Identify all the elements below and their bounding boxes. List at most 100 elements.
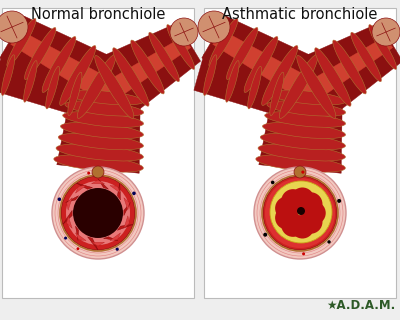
Ellipse shape bbox=[63, 112, 144, 127]
Circle shape bbox=[263, 233, 267, 237]
Circle shape bbox=[58, 197, 61, 201]
Circle shape bbox=[299, 192, 322, 216]
Circle shape bbox=[0, 11, 28, 43]
Circle shape bbox=[66, 181, 130, 245]
Polygon shape bbox=[76, 226, 78, 241]
Ellipse shape bbox=[67, 90, 144, 105]
Polygon shape bbox=[202, 16, 326, 122]
Ellipse shape bbox=[24, 28, 56, 79]
Circle shape bbox=[275, 206, 299, 229]
Circle shape bbox=[275, 196, 299, 220]
Polygon shape bbox=[124, 203, 130, 216]
Ellipse shape bbox=[131, 40, 164, 94]
Polygon shape bbox=[86, 91, 124, 171]
Polygon shape bbox=[0, 54, 92, 117]
Polygon shape bbox=[104, 36, 191, 101]
Circle shape bbox=[64, 236, 67, 240]
Ellipse shape bbox=[297, 55, 336, 118]
Polygon shape bbox=[306, 36, 393, 101]
Ellipse shape bbox=[262, 123, 346, 139]
Polygon shape bbox=[63, 211, 72, 224]
Circle shape bbox=[281, 213, 305, 237]
Ellipse shape bbox=[226, 28, 258, 79]
Circle shape bbox=[299, 210, 322, 234]
Polygon shape bbox=[110, 233, 120, 241]
Circle shape bbox=[337, 199, 341, 203]
Polygon shape bbox=[76, 183, 92, 189]
Circle shape bbox=[170, 18, 198, 46]
Polygon shape bbox=[76, 186, 86, 193]
Ellipse shape bbox=[265, 112, 346, 127]
Circle shape bbox=[52, 167, 144, 259]
Text: Asthmatic bronchiole: Asthmatic bronchiole bbox=[222, 7, 378, 22]
Circle shape bbox=[265, 178, 335, 248]
Circle shape bbox=[372, 18, 400, 46]
Ellipse shape bbox=[315, 48, 351, 106]
Ellipse shape bbox=[279, 55, 318, 118]
Ellipse shape bbox=[77, 55, 116, 118]
Ellipse shape bbox=[270, 72, 284, 116]
Ellipse shape bbox=[269, 90, 346, 105]
Ellipse shape bbox=[113, 48, 149, 106]
Circle shape bbox=[61, 176, 135, 250]
Circle shape bbox=[254, 167, 346, 259]
Ellipse shape bbox=[60, 45, 96, 106]
Polygon shape bbox=[67, 198, 72, 210]
Circle shape bbox=[271, 180, 274, 184]
Polygon shape bbox=[213, 30, 317, 102]
Circle shape bbox=[76, 247, 79, 250]
Ellipse shape bbox=[24, 60, 37, 102]
Ellipse shape bbox=[204, 55, 217, 95]
Polygon shape bbox=[104, 237, 118, 241]
Ellipse shape bbox=[244, 36, 278, 92]
Circle shape bbox=[263, 176, 337, 250]
Ellipse shape bbox=[351, 32, 382, 82]
Polygon shape bbox=[76, 233, 86, 241]
Ellipse shape bbox=[7, 19, 36, 67]
FancyBboxPatch shape bbox=[2, 8, 194, 298]
Polygon shape bbox=[288, 91, 326, 171]
Ellipse shape bbox=[46, 66, 60, 109]
Circle shape bbox=[132, 192, 136, 195]
Ellipse shape bbox=[2, 55, 15, 95]
Polygon shape bbox=[124, 216, 129, 228]
Circle shape bbox=[327, 240, 331, 244]
Ellipse shape bbox=[248, 66, 262, 109]
Ellipse shape bbox=[95, 55, 134, 118]
Polygon shape bbox=[290, 23, 400, 122]
Polygon shape bbox=[57, 88, 140, 173]
Circle shape bbox=[291, 188, 314, 211]
Circle shape bbox=[116, 248, 119, 251]
Ellipse shape bbox=[267, 101, 346, 116]
Circle shape bbox=[270, 181, 332, 243]
Ellipse shape bbox=[209, 19, 238, 67]
Polygon shape bbox=[0, 16, 124, 122]
Ellipse shape bbox=[260, 133, 346, 150]
Circle shape bbox=[87, 172, 90, 175]
Circle shape bbox=[297, 207, 305, 215]
Ellipse shape bbox=[149, 32, 180, 82]
Polygon shape bbox=[88, 23, 200, 122]
Circle shape bbox=[291, 215, 314, 238]
Ellipse shape bbox=[56, 144, 143, 161]
Polygon shape bbox=[124, 198, 129, 210]
Circle shape bbox=[301, 171, 304, 174]
Ellipse shape bbox=[42, 36, 76, 92]
Ellipse shape bbox=[58, 133, 144, 150]
Ellipse shape bbox=[54, 155, 143, 172]
Ellipse shape bbox=[333, 40, 366, 94]
Ellipse shape bbox=[65, 101, 144, 116]
Polygon shape bbox=[118, 183, 120, 200]
Polygon shape bbox=[92, 242, 104, 246]
Polygon shape bbox=[259, 88, 342, 173]
Circle shape bbox=[198, 11, 230, 43]
Polygon shape bbox=[88, 237, 98, 250]
Circle shape bbox=[302, 252, 305, 255]
Circle shape bbox=[92, 166, 104, 178]
Polygon shape bbox=[118, 224, 133, 230]
Ellipse shape bbox=[262, 45, 298, 106]
Ellipse shape bbox=[226, 60, 239, 102]
FancyBboxPatch shape bbox=[204, 8, 396, 298]
Circle shape bbox=[281, 189, 305, 213]
Ellipse shape bbox=[369, 25, 397, 69]
